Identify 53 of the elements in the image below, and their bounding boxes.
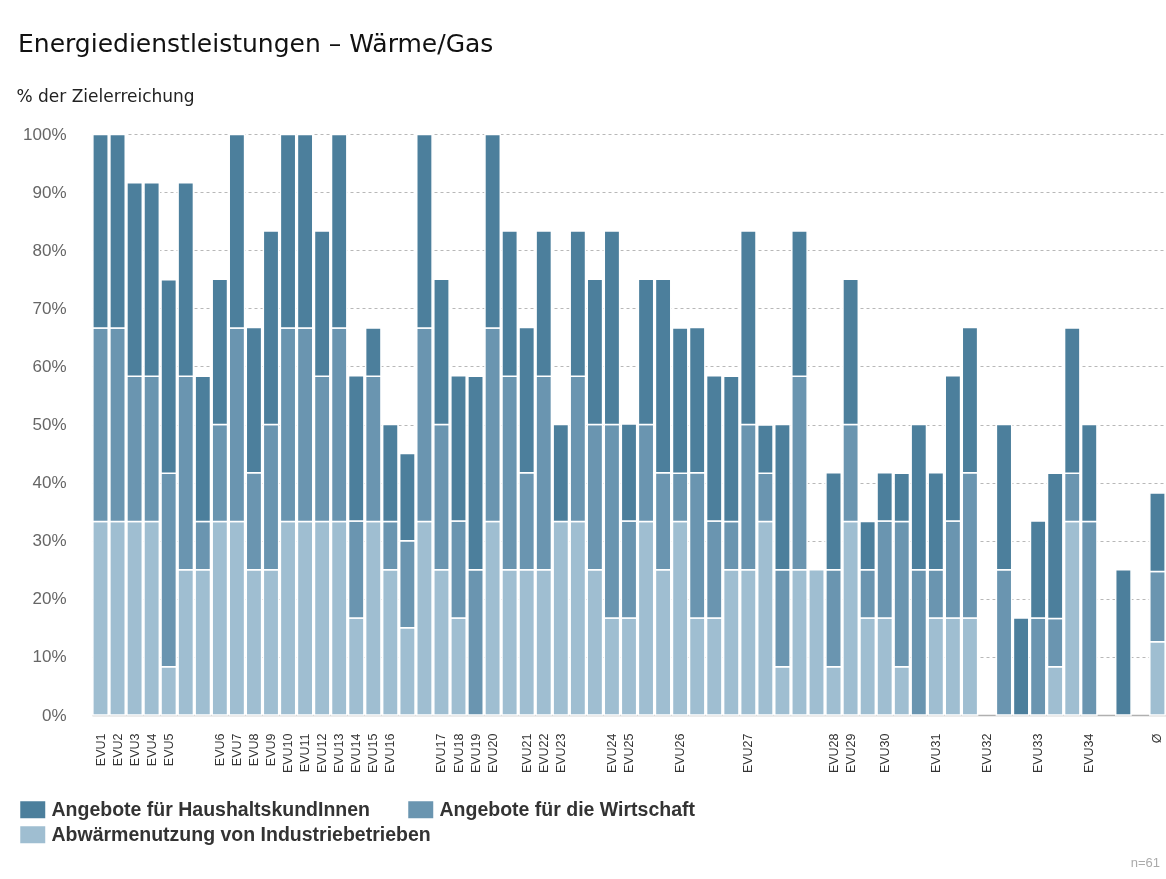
text: n=61 — [1130, 855, 1160, 870]
x-tick-label: EVU4 — [144, 733, 159, 767]
x-tick-label: EVU28 — [826, 733, 841, 774]
x-tick-label: EVU29 — [843, 733, 858, 774]
y-tick-label: 60% — [32, 356, 67, 376]
x-tick-label: EVU6 — [212, 733, 227, 767]
y-tick-label: 30% — [32, 531, 67, 551]
legend-label: Angebote für die Wirtschaft — [439, 797, 696, 820]
x-tick-label: EVU24 — [604, 733, 619, 774]
y-axis-title: % der Zielerreichung — [16, 85, 195, 106]
x-tick-label: EVU26 — [673, 733, 688, 774]
x-tick-label: EVU21 — [519, 733, 534, 774]
y-tick-label: 90% — [32, 182, 67, 202]
y-tick-label: 70% — [32, 298, 67, 318]
x-tick-label: EVU32 — [980, 733, 994, 774]
x-tick-label: EVU9 — [264, 733, 278, 767]
legend-label: Angebote für HaushaltskundInnen — [51, 797, 371, 820]
x-tick-label: EVU10 — [281, 733, 296, 774]
x-tick-label: EVU30 — [877, 733, 892, 774]
y-tick-label: 50% — [32, 415, 67, 434]
x-tick-label: EVU15 — [366, 733, 381, 774]
x-tick-label: EVU11 — [298, 733, 313, 773]
x-tick-label: EVU1 — [93, 733, 108, 767]
x-tick-label: EVU22 — [536, 733, 551, 774]
x-tick-label: EVU3 — [127, 733, 142, 767]
y-tick-label: 80% — [32, 240, 67, 260]
legend-label: Abwärmenutzung von Industriebetrieben — [51, 822, 431, 845]
bar — [1114, 569, 1132, 716]
x-tick-label: EVU23 — [553, 733, 568, 774]
x-tick-label: EVU25 — [622, 733, 636, 774]
x-tick-label: EVU17 — [434, 733, 449, 774]
y-tick-label: 0% — [41, 705, 67, 725]
y-tick-label: 20% — [32, 589, 67, 609]
x-tick-label: EVU27 — [741, 733, 756, 774]
chart-title: Energiedienstleistungen – Wärme/Gas — [18, 29, 494, 58]
y-tick-label: 40% — [32, 473, 67, 493]
x-tick-label: EVU5 — [161, 733, 176, 767]
y-tick-label: 10% — [32, 647, 67, 667]
x-tick-label: Ø — [1150, 733, 1165, 744]
x-tick-label: EVU16 — [383, 733, 398, 774]
x-tick-label: EVU8 — [246, 733, 261, 767]
x-tick-label: EVU12 — [315, 733, 330, 774]
x-tick-label: EVU31 — [928, 733, 943, 774]
x-tick-label: EVU34 — [1082, 733, 1097, 774]
x-tick-label: EVU2 — [110, 733, 125, 767]
x-tick-label: EVU13 — [332, 733, 347, 774]
x-tick-label: EVU19 — [468, 733, 483, 774]
x-tick-label: EVU20 — [485, 733, 500, 774]
y-tick-label: 100% — [23, 124, 67, 144]
x-tick-label: EVU33 — [1031, 733, 1046, 774]
x-tick-label: EVU14 — [349, 733, 364, 774]
x-tick-label: EVU18 — [451, 733, 466, 774]
x-tick-label: EVU7 — [229, 733, 244, 767]
